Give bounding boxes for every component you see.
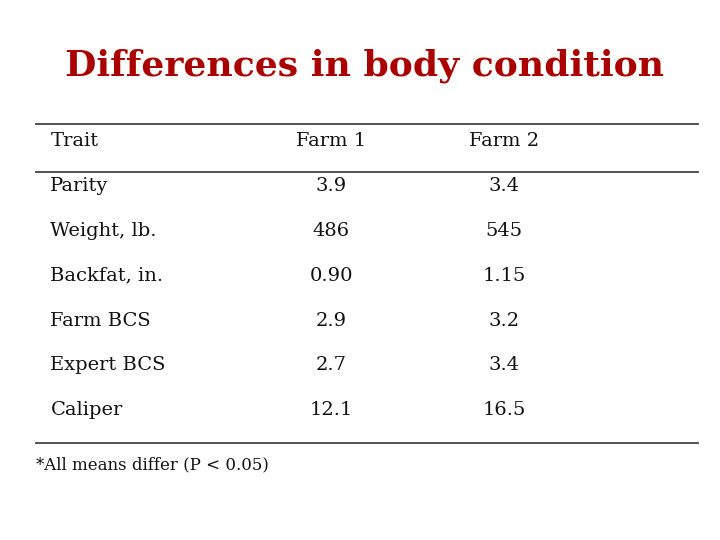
Text: 1.15: 1.15	[482, 267, 526, 285]
Text: Farm 2: Farm 2	[469, 132, 539, 150]
Text: Differences in body condition: Differences in body condition	[65, 49, 664, 83]
Text: 16.5: 16.5	[482, 401, 526, 419]
Text: 3.2: 3.2	[488, 312, 520, 329]
Text: Expert BCS: Expert BCS	[50, 356, 166, 374]
Text: 3.4: 3.4	[488, 356, 520, 374]
Text: Parity: Parity	[50, 177, 109, 195]
Text: Farm 1: Farm 1	[296, 132, 366, 150]
Text: 3.9: 3.9	[315, 177, 347, 195]
Text: Trait: Trait	[50, 132, 99, 150]
Text: 486: 486	[312, 222, 350, 240]
Text: Backfat, in.: Backfat, in.	[50, 267, 163, 285]
Text: 545: 545	[485, 222, 523, 240]
Text: 3.4: 3.4	[488, 177, 520, 195]
Text: *All means differ (P < 0.05): *All means differ (P < 0.05)	[36, 457, 269, 474]
Text: Caliper: Caliper	[50, 401, 122, 419]
Text: 12.1: 12.1	[310, 401, 353, 419]
Text: 2.7: 2.7	[315, 356, 347, 374]
Text: Weight, lb.: Weight, lb.	[50, 222, 157, 240]
Text: 2.9: 2.9	[315, 312, 347, 329]
Text: Farm BCS: Farm BCS	[50, 312, 151, 329]
Text: 0.90: 0.90	[310, 267, 353, 285]
